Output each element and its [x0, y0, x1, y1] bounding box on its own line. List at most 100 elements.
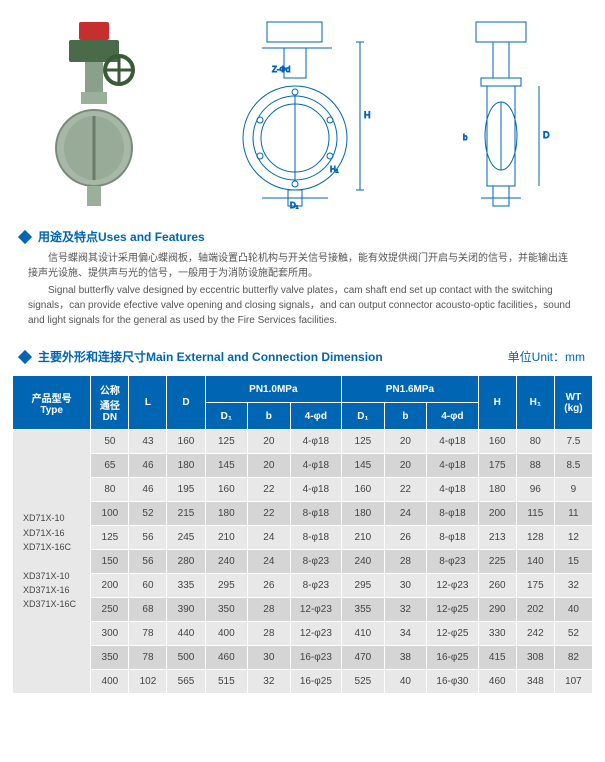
- cell-dn: 200: [91, 574, 129, 598]
- table-body: XD71X-10XD71X-16XD71X-16C XD371X-10XD371…: [13, 430, 593, 694]
- cell-d: 390: [167, 598, 205, 622]
- cell-h: 260: [478, 574, 516, 598]
- svg-text:H: H: [364, 110, 371, 120]
- cell-h: 460: [478, 670, 516, 694]
- cell-p16_phi: 4-φ18: [427, 454, 479, 478]
- cell-p10_d1: 400: [205, 622, 248, 646]
- cell-d: 500: [167, 646, 205, 670]
- cell-p10_d1: 515: [205, 670, 248, 694]
- dimension-header: 主要外形和连接尺寸Main External and Connection Di…: [0, 340, 605, 369]
- cell-h1: 96: [516, 478, 554, 502]
- cell-p16_b: 38: [384, 646, 427, 670]
- svg-text:H₁: H₁: [330, 165, 339, 174]
- cell-wt: 12: [554, 526, 592, 550]
- unit-label: 单位Unit：mm: [508, 348, 585, 365]
- cell-d: 335: [167, 574, 205, 598]
- cell-dn: 400: [91, 670, 129, 694]
- cell-p10_b: 24: [248, 526, 291, 550]
- cell-p10_d1: 160: [205, 478, 248, 502]
- cell-p10_d1: 125: [205, 430, 248, 454]
- cell-l: 78: [129, 622, 167, 646]
- uses-features-title: 用途及特点Uses and Features: [38, 228, 205, 245]
- cell-dn: 50: [91, 430, 129, 454]
- cell-p10_d1: 145: [205, 454, 248, 478]
- uses-features-desc: 信号蝶阀其设计采用偏心蝶阀板，轴端设置凸轮机构与开关信号接触，能有效提供阀门开启…: [0, 249, 605, 340]
- cell-h: 160: [478, 430, 516, 454]
- th-p10-phi: 4-φd: [290, 403, 342, 430]
- cell-h: 225: [478, 550, 516, 574]
- cell-p16_b: 28: [384, 550, 427, 574]
- cell-l: 46: [129, 478, 167, 502]
- th-pn10: PN1.0MPa: [205, 376, 342, 403]
- cell-h: 180: [478, 478, 516, 502]
- th-p16-b: b: [384, 403, 427, 430]
- cell-p16_b: 40: [384, 670, 427, 694]
- th-p10-d1: D₁: [205, 403, 248, 430]
- cell-p16_b: 26: [384, 526, 427, 550]
- cell-p16_phi: 8-φ18: [427, 526, 479, 550]
- cell-l: 68: [129, 598, 167, 622]
- cell-dn: 150: [91, 550, 129, 574]
- cell-h: 213: [478, 526, 516, 550]
- cell-p10_b: 28: [248, 598, 291, 622]
- cell-p10_phi: 4-φ18: [290, 478, 342, 502]
- cell-h1: 115: [516, 502, 554, 526]
- cell-p10_d1: 295: [205, 574, 248, 598]
- cell-p16_d1: 240: [342, 550, 385, 574]
- cell-l: 52: [129, 502, 167, 526]
- cell-p16_d1: 470: [342, 646, 385, 670]
- valve-photo: [49, 20, 144, 210]
- table-row: 4001025655153216-φ255254016-φ30460348107: [13, 670, 593, 694]
- cell-d: 195: [167, 478, 205, 502]
- cell-p16_d1: 180: [342, 502, 385, 526]
- cell-d: 440: [167, 622, 205, 646]
- cell-p16_phi: 16-φ30: [427, 670, 479, 694]
- cell-p16_phi: 12-φ25: [427, 622, 479, 646]
- cell-p10_b: 24: [248, 550, 291, 574]
- th-d: D: [167, 376, 205, 430]
- cell-p16_b: 20: [384, 430, 427, 454]
- cell-p10_b: 26: [248, 574, 291, 598]
- table-row: XD71X-10XD71X-16XD71X-16C XD371X-10XD371…: [13, 430, 593, 454]
- cell-p10_d1: 180: [205, 502, 248, 526]
- cell-h1: 202: [516, 598, 554, 622]
- cell-p10_d1: 210: [205, 526, 248, 550]
- cell-l: 56: [129, 526, 167, 550]
- cell-p10_d1: 350: [205, 598, 248, 622]
- cell-h: 290: [478, 598, 516, 622]
- cell-h1: 88: [516, 454, 554, 478]
- desc-en: Signal butterfly valve designed by eccen…: [28, 283, 577, 328]
- diamond-icon: [18, 349, 32, 363]
- table-row: 10052215180228-φ18180248-φ1820011511: [13, 502, 593, 526]
- cell-p10_b: 20: [248, 454, 291, 478]
- svg-text:b: b: [463, 133, 468, 142]
- svg-text:D₁: D₁: [290, 201, 299, 210]
- th-l: L: [129, 376, 167, 430]
- dimension-table: 产品型号 Type 公称 通径 DN L D PN1.0MPa PN1.6MPa…: [12, 375, 593, 694]
- dimension-table-wrap: 产品型号 Type 公称 通径 DN L D PN1.0MPa PN1.6MPa…: [0, 369, 605, 714]
- cell-p16_b: 22: [384, 478, 427, 502]
- cell-p10_phi: 12-φ23: [290, 598, 342, 622]
- cell-p16_d1: 410: [342, 622, 385, 646]
- table-row: 8046195160224-φ18160224-φ18180969: [13, 478, 593, 502]
- valve-front-drawing: Z-Φd H D₁ H₁: [212, 20, 382, 210]
- cell-p16_d1: 525: [342, 670, 385, 694]
- cell-p10_b: 20: [248, 430, 291, 454]
- th-pn16: PN1.6MPa: [342, 376, 479, 403]
- cell-wt: 15: [554, 550, 592, 574]
- cell-p16_d1: 160: [342, 478, 385, 502]
- cell-p16_phi: 8-φ23: [427, 550, 479, 574]
- table-row: 250683903502812-φ233553212-φ2529020240: [13, 598, 593, 622]
- cell-p16_d1: 145: [342, 454, 385, 478]
- cell-h1: 128: [516, 526, 554, 550]
- cell-p10_b: 28: [248, 622, 291, 646]
- cell-l: 60: [129, 574, 167, 598]
- cell-dn: 65: [91, 454, 129, 478]
- cell-h1: 175: [516, 574, 554, 598]
- valve-side-drawing: D b: [451, 20, 556, 210]
- diamond-icon: [18, 229, 32, 243]
- th-type: 产品型号 Type: [13, 376, 91, 430]
- cell-h1: 140: [516, 550, 554, 574]
- cell-wt: 8.5: [554, 454, 592, 478]
- cell-h1: 80: [516, 430, 554, 454]
